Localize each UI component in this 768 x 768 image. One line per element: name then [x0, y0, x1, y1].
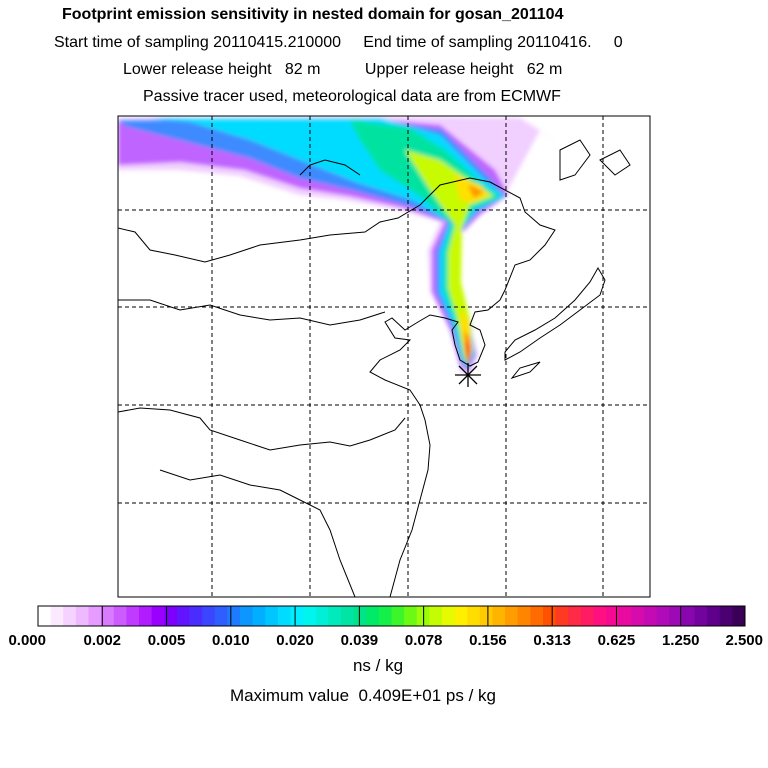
- map-area: [118, 116, 650, 597]
- colorbar-swatch: [265, 606, 279, 626]
- colorbar-swatch: [543, 606, 557, 626]
- colorbar-swatch: [88, 606, 102, 626]
- colorbar-tick-label: 0.002: [83, 632, 122, 649]
- colorbar-tick-label: 0.625: [597, 632, 636, 649]
- colorbar-tick-label: 0.156: [469, 632, 507, 649]
- map-frame: [117, 115, 651, 598]
- colorbar-tick-label: 0.313: [533, 632, 571, 649]
- colorbar-swatch: [50, 606, 64, 626]
- colorbar-swatch: [618, 606, 632, 626]
- colorbar-swatch: [391, 606, 405, 626]
- colorbar-swatch: [227, 606, 241, 626]
- colorbar-swatch: [353, 606, 367, 626]
- colorbar-tick-label: 0.005: [147, 632, 186, 649]
- colorbar-swatch: [176, 606, 190, 626]
- colorbar-swatch: [101, 606, 115, 626]
- colorbar-swatch: [681, 606, 695, 626]
- colorbar-swatch: [378, 606, 392, 626]
- colorbar-swatch: [151, 606, 165, 626]
- colorbar-swatch: [75, 606, 89, 626]
- colorbar-swatch: [530, 606, 544, 626]
- colorbar-swatch: [555, 606, 569, 626]
- colorbar-swatch: [164, 606, 178, 626]
- colorbar-swatch: [303, 606, 317, 626]
- colorbar-swatch: [442, 606, 456, 626]
- colorbar: [37, 605, 746, 627]
- colorbar-swatch: [479, 606, 493, 626]
- sampling-time-info: Start time of sampling 20110415.210000 E…: [54, 34, 623, 51]
- colorbar-swatch: [644, 606, 658, 626]
- colorbar-swatch: [240, 606, 254, 626]
- colorbar-swatch: [568, 606, 582, 626]
- colorbar-swatch: [517, 606, 531, 626]
- colorbar-swatch: [290, 606, 304, 626]
- receptor-marker-icon: [455, 363, 481, 387]
- colorbar-swatch: [593, 606, 607, 626]
- colorbar-tick-label: 1.250: [661, 632, 700, 649]
- colorbar-swatch: [277, 606, 291, 626]
- colorbar-swatch: [366, 606, 380, 626]
- colorbar-tick-label: 0.078: [404, 632, 443, 649]
- colorbar-swatch: [631, 606, 645, 626]
- colorbar-swatch: [429, 606, 443, 626]
- colorbar-swatch: [606, 606, 620, 626]
- colorbar-swatch: [139, 606, 153, 626]
- colorbar-swatch: [694, 606, 708, 626]
- tracer-info: Passive tracer used, meteorological data…: [143, 88, 561, 105]
- colorbar-tick-label: 0.010: [212, 632, 250, 649]
- colorbar-swatch: [252, 606, 266, 626]
- colorbar-swatch: [454, 606, 468, 626]
- colorbar-swatch: [707, 606, 721, 626]
- colorbar-tick-label: 2.500: [725, 632, 763, 649]
- colorbar-swatch: [63, 606, 77, 626]
- colorbar-swatch: [328, 606, 342, 626]
- colorbar-ticks: [37, 606, 746, 626]
- colorbar-swatch: [341, 606, 355, 626]
- colorbar-swatch: [732, 606, 746, 626]
- colorbar-swatch: [719, 606, 733, 626]
- colorbar-units: ns / kg: [352, 656, 404, 675]
- colorbar-swatch: [202, 606, 216, 626]
- colorbar-swatch: [505, 606, 519, 626]
- map-title: Footprint emission sensitivity in nested…: [62, 6, 564, 23]
- colorbar-swatch: [126, 606, 140, 626]
- colorbar-swatch: [580, 606, 594, 626]
- colorbar-tick-label: 0.020: [276, 632, 314, 649]
- colorbar-swatch: [404, 606, 418, 626]
- colorbar-swatch: [656, 606, 670, 626]
- colorbar-swatch: [38, 606, 52, 626]
- maximum-value-label: Maximum value 0.409E+01 ps / kg: [230, 686, 496, 705]
- coastlines: [118, 139, 631, 597]
- footprint-plume: [118, 116, 555, 375]
- colorbar-tick-label: 0.000: [8, 632, 46, 649]
- lat-lon-grid: [118, 116, 650, 597]
- colorbar-swatch: [113, 606, 127, 626]
- colorbar-swatch: [669, 606, 683, 626]
- colorbar-swatch: [315, 606, 329, 626]
- release-height-info: Lower release height 82 m Upper release …: [123, 61, 563, 78]
- colorbar-swatch: [492, 606, 506, 626]
- colorbar-tick-label: 0.039: [340, 632, 379, 649]
- colorbar-swatch: [214, 606, 228, 626]
- colorbar-swatch: [189, 606, 203, 626]
- colorbar-swatch: [467, 606, 481, 626]
